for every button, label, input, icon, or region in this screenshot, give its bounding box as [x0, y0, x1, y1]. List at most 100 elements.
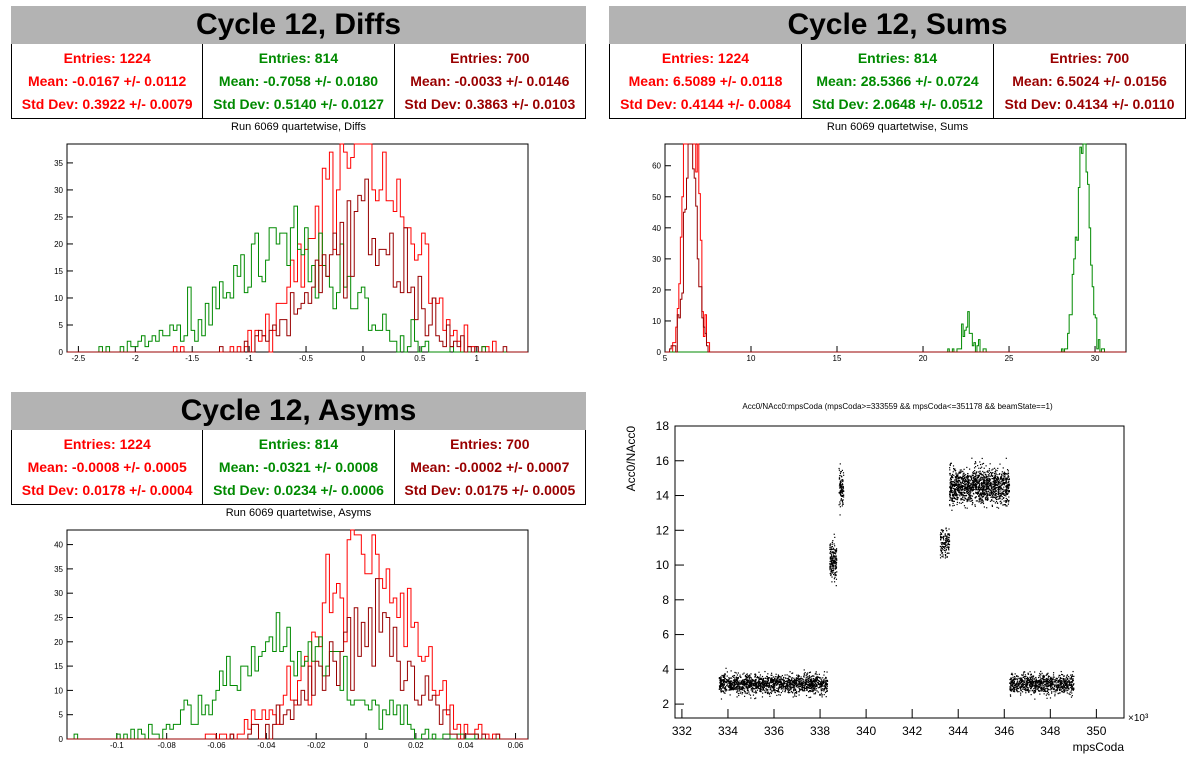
scatter-point	[794, 695, 796, 697]
scatter-point	[1029, 671, 1031, 673]
sums-series-0-hist	[665, 143, 1126, 353]
scatter-point	[795, 686, 797, 688]
scatter-point	[990, 493, 993, 495]
scatter-point	[1010, 687, 1012, 689]
scatter-point	[984, 477, 986, 479]
scatter-point	[957, 484, 959, 486]
scatter-point	[835, 549, 838, 551]
scatter-point	[761, 681, 764, 683]
scatter-point	[974, 497, 977, 499]
scatter-point	[834, 576, 836, 578]
scatter-point	[826, 687, 828, 690]
scatter-point	[771, 681, 774, 683]
scatter-point	[809, 678, 811, 680]
scatter-point	[798, 681, 800, 683]
scatter-point	[751, 681, 753, 683]
scatter-point	[842, 480, 844, 483]
scatter-point	[1072, 679, 1074, 681]
scatter-point	[774, 689, 776, 691]
scatter-point	[976, 492, 979, 495]
scatter-point	[802, 686, 805, 688]
scatter-point	[950, 499, 952, 501]
scatter-point	[721, 679, 723, 681]
scatter-point	[1011, 681, 1013, 683]
scatter-point	[808, 685, 810, 687]
scatter-point	[949, 469, 951, 471]
scatter-point	[1025, 681, 1028, 683]
scatter-point	[730, 684, 733, 686]
scatter-point	[949, 495, 951, 497]
scatter-point	[1024, 679, 1026, 681]
scatter-point	[1040, 687, 1042, 689]
scatter-point	[997, 488, 999, 490]
scatter-point	[805, 683, 807, 685]
scatter-point	[1027, 672, 1029, 674]
scatter-point	[1025, 677, 1027, 680]
scatter-point	[992, 493, 995, 495]
scatter-point	[955, 479, 957, 481]
scatter-point	[801, 678, 803, 680]
scatter-point	[790, 688, 792, 690]
scatter-point	[800, 682, 802, 684]
scatter-point	[762, 678, 764, 680]
scatter-point	[734, 683, 737, 685]
scatter-point	[804, 671, 806, 674]
scatter-point	[989, 463, 991, 465]
scatter-point	[1071, 695, 1073, 697]
scatter-point	[830, 556, 833, 558]
scatter-point	[1068, 684, 1070, 686]
scatter-point	[1006, 478, 1008, 480]
scatter-point	[1001, 496, 1003, 498]
scatter-point	[990, 496, 992, 498]
scatter-point	[756, 689, 759, 691]
scatter-point	[1040, 681, 1042, 683]
scatter-point	[730, 680, 732, 682]
scatter-point	[815, 687, 817, 690]
scatter-point	[992, 492, 994, 494]
scatter-point	[944, 557, 946, 559]
scatter-point	[998, 493, 1000, 496]
scatter-point	[815, 680, 817, 682]
scatter-point	[1056, 688, 1058, 690]
scatter-point	[761, 687, 764, 689]
scatter-point	[748, 685, 751, 688]
scatter-point	[731, 684, 734, 686]
scatter-point	[1007, 472, 1009, 474]
scatter-point	[1069, 677, 1071, 679]
scatter-point	[820, 686, 822, 688]
scatter-point	[949, 491, 951, 493]
scatter-point	[1025, 689, 1027, 691]
scatter-point	[965, 484, 967, 486]
scatter-point	[1006, 492, 1008, 494]
scatter-point	[989, 489, 992, 491]
scatter-point	[1061, 674, 1064, 676]
scatter-point	[1014, 691, 1016, 693]
scatter-point	[1042, 682, 1044, 684]
scatter-point	[801, 686, 804, 689]
scatter-point	[961, 492, 963, 494]
scatter-point	[1019, 678, 1021, 680]
scatter-point	[808, 684, 810, 686]
scatter-point	[808, 675, 811, 677]
scatter-ytick-label: 8	[662, 593, 669, 607]
scatter-point	[826, 679, 829, 682]
scatter-point	[988, 473, 991, 475]
stat-mean: Mean: -0.0167 +/- 0.0112	[27, 72, 187, 89]
scatter-point	[761, 696, 764, 698]
scatter-point	[991, 475, 993, 477]
scatter-point	[759, 689, 761, 691]
scatter-point	[819, 684, 822, 686]
scatter-point	[760, 691, 762, 693]
scatter-point	[1000, 495, 1002, 497]
scatter-point	[779, 680, 781, 682]
scatter-point	[818, 673, 820, 675]
scatter-point	[748, 684, 750, 686]
scatter-point	[991, 483, 993, 485]
scatter-point	[1042, 683, 1044, 685]
scatter-point	[952, 481, 954, 483]
scatter-point	[813, 689, 815, 691]
scatter-point	[971, 483, 973, 485]
scatter-point	[951, 494, 954, 496]
scatter-point	[816, 685, 818, 687]
scatter-point	[958, 484, 960, 486]
